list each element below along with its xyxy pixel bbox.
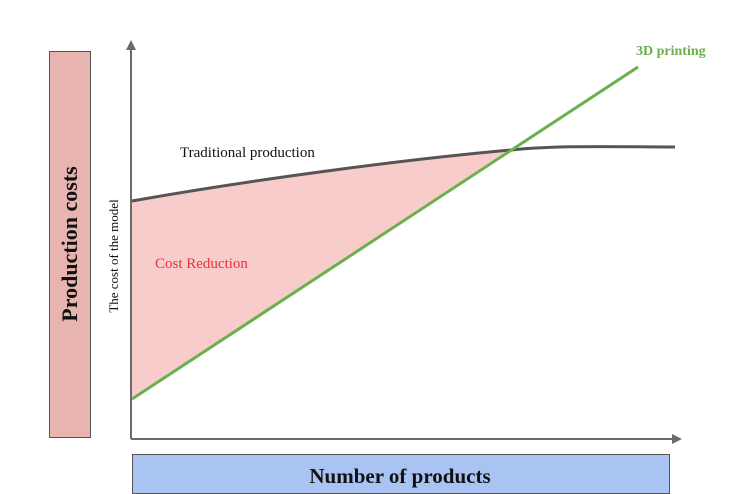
- 3d-printing-line: [131, 65, 639, 401]
- traditional-production-line: [131, 145, 676, 203]
- 3d-printing-label: 3D printing: [636, 44, 706, 59]
- production-costs-box: [49, 51, 91, 438]
- y-axis-label: The cost of the model: [106, 199, 121, 313]
- number-of-products-label: Number of products: [309, 464, 491, 488]
- cost-reduction-label: Cost Reduction: [155, 256, 248, 272]
- traditional-production-label: Traditional production: [180, 145, 315, 161]
